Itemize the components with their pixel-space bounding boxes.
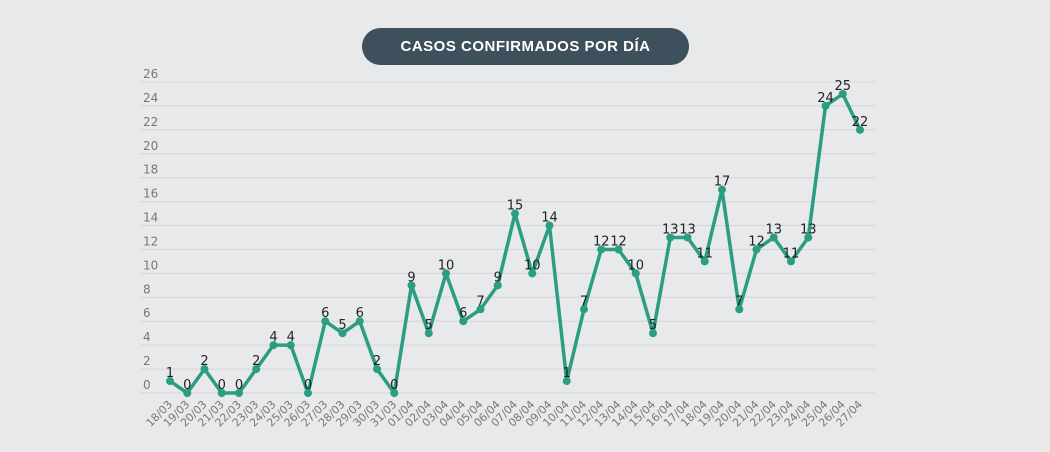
data-label: 11 <box>783 246 800 261</box>
data-point <box>666 233 675 242</box>
y-tick-label: 4 <box>143 330 151 344</box>
data-point <box>269 341 278 350</box>
data-label: 12 <box>610 234 627 249</box>
data-point <box>424 329 433 338</box>
data-point <box>166 377 174 386</box>
data-point <box>459 317 468 326</box>
data-point <box>304 389 312 397</box>
data-point <box>787 257 795 266</box>
data-label: 9 <box>494 270 502 285</box>
data-point <box>752 245 761 254</box>
data-point <box>511 209 519 218</box>
y-tick-label: 12 <box>143 234 158 248</box>
data-point <box>838 89 847 98</box>
data-label: 6 <box>321 306 329 321</box>
data-point <box>321 317 330 326</box>
y-tick-label: 10 <box>143 258 158 272</box>
data-label: 7 <box>735 294 743 309</box>
data-label: 24 <box>817 91 834 106</box>
y-tick-label: 24 <box>143 91 158 105</box>
data-point <box>597 245 606 254</box>
data-label: 10 <box>438 258 455 273</box>
data-point <box>821 101 830 110</box>
data-label: 13 <box>662 223 679 238</box>
data-point <box>545 221 554 230</box>
y-tick-label: 8 <box>143 282 151 296</box>
data-point <box>355 317 364 326</box>
data-point <box>804 233 813 242</box>
data-point <box>493 281 502 290</box>
data-label: 0 <box>390 378 398 393</box>
data-label: 12 <box>593 234 610 249</box>
data-label: 0 <box>304 378 312 393</box>
data-label: 22 <box>852 115 869 130</box>
data-point <box>735 305 744 314</box>
data-point <box>252 365 261 374</box>
data-point <box>631 269 640 278</box>
data-label: 5 <box>425 318 433 333</box>
data-label: 4 <box>287 330 295 345</box>
y-tick-label: 18 <box>143 163 158 177</box>
data-label: 2 <box>200 354 208 369</box>
y-tick-label: 2 <box>143 354 151 368</box>
data-point <box>407 281 416 290</box>
data-label: 13 <box>800 223 817 238</box>
data-point <box>286 341 295 350</box>
data-label: 2 <box>373 354 381 369</box>
y-tick-label: 20 <box>143 139 158 153</box>
data-label: 10 <box>627 258 644 273</box>
data-label: 13 <box>679 223 696 238</box>
y-tick-label: 14 <box>143 211 158 225</box>
data-label: 10 <box>524 258 541 273</box>
data-label: 0 <box>183 378 191 393</box>
data-point <box>683 233 692 242</box>
data-point <box>476 305 485 314</box>
data-label: 15 <box>507 199 524 214</box>
y-tick-label: 22 <box>143 115 158 129</box>
data-label: 2 <box>252 354 260 369</box>
data-point <box>614 245 623 254</box>
data-label: 5 <box>649 318 657 333</box>
data-label: 12 <box>748 234 765 249</box>
data-point <box>700 257 709 266</box>
data-label: 5 <box>338 318 346 333</box>
data-label: 1 <box>563 366 571 381</box>
chart-title: CASOS CONFIRMADOS POR DÍA <box>362 28 689 65</box>
data-label: 7 <box>580 294 588 309</box>
data-point <box>580 305 588 314</box>
data-label: 17 <box>714 175 731 190</box>
data-point <box>217 389 226 397</box>
data-label: 25 <box>834 79 851 94</box>
data-point <box>562 377 571 386</box>
data-point <box>390 389 399 397</box>
data-point <box>235 389 243 397</box>
data-label: 1 <box>166 366 174 381</box>
data-label: 13 <box>765 223 782 238</box>
y-tick-label: 16 <box>143 187 158 201</box>
data-point <box>200 365 209 374</box>
data-label: 9 <box>407 270 415 285</box>
data-label: 0 <box>235 378 243 393</box>
data-point <box>442 269 450 278</box>
data-point <box>769 233 778 242</box>
data-point <box>528 269 537 278</box>
y-tick-label: 26 <box>143 67 158 81</box>
data-label: 6 <box>356 306 364 321</box>
data-label: 11 <box>696 246 713 261</box>
data-point <box>373 365 381 374</box>
data-point <box>718 185 726 194</box>
data-point <box>649 329 657 338</box>
y-tick-label: 6 <box>143 306 151 320</box>
data-label: 14 <box>541 211 558 226</box>
data-point <box>856 125 864 134</box>
data-label: 4 <box>269 330 277 345</box>
y-tick-label: 0 <box>143 378 151 392</box>
data-label: 0 <box>218 378 226 393</box>
data-label: 6 <box>459 306 467 321</box>
data-label: 7 <box>476 294 484 309</box>
data-point <box>183 389 192 397</box>
data-point <box>338 329 347 338</box>
